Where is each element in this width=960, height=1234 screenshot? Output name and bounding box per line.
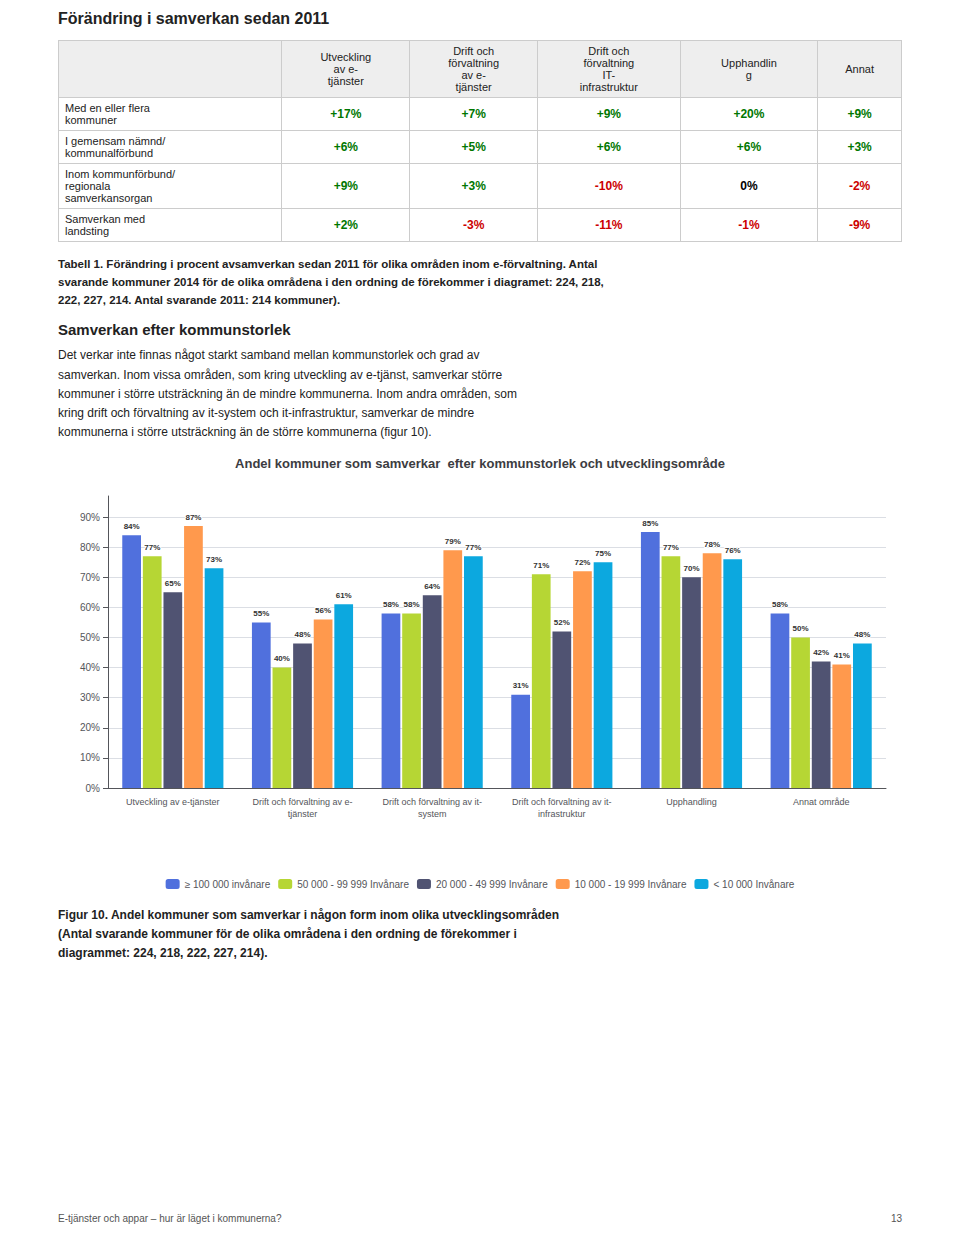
html-text:13: 13 [890,1213,902,1224]
html-text:Figur 10. Andel kommuner som s: Figur 10. Andel kommuner som samverkar i… [58,908,559,960]
html-text:0%: 0% [740,179,758,193]
svg-text:Andel kommuner som samverkar: Andel kommuner som samverkar efter kommu… [235,456,725,471]
html-text:+9%: +9% [847,107,872,121]
html-text:+6%: +6% [596,140,621,154]
svg-text:77%: 77% [663,543,679,552]
html-text:+3%: +3% [847,140,872,154]
svg-text:Drift och förvaltning av e-: Drift och förvaltning av e- [252,797,352,807]
svg-text:31%: 31% [513,682,529,691]
svg-text:tjänster: tjänster [288,809,318,819]
svg-text:61%: 61% [336,591,352,600]
html-text:Drift och förvaltning IT- infr: Drift och förvaltning IT- infrastruktur [579,45,638,93]
svg-text:infrastruktur: infrastruktur [538,809,586,819]
html-text:-9%: -9% [849,218,871,232]
svg-text:10%: 10% [80,753,100,764]
html-text:+6%: +6% [333,140,358,154]
svg-text:50 000 - 99 999 Invånare: 50 000 - 99 999 Invånare [297,879,409,890]
svg-text:58%: 58% [772,600,788,609]
svg-text:58%: 58% [404,600,420,609]
svg-text:55%: 55% [253,609,269,618]
svg-text:30%: 30% [80,693,100,704]
svg-text:10 000 - 19 999 Invånare: 10 000 - 19 999 Invånare [575,879,687,890]
svg-text:64%: 64% [424,582,440,591]
svg-text:Annat område: Annat område [793,797,850,807]
svg-text:system: system [418,809,447,819]
svg-text:Utveckling av e-tjänster: Utveckling av e-tjänster [126,797,220,807]
html-text:-11%: -11% [595,218,623,232]
svg-text:52%: 52% [554,618,570,627]
svg-text:77%: 77% [465,543,481,552]
svg-text:78%: 78% [704,540,720,549]
svg-text:79%: 79% [445,537,461,546]
svg-text:20%: 20% [80,723,100,734]
html-text:Samverkan med landsting: Samverkan med landsting [65,213,146,237]
html-text:+6%: +6% [736,140,762,154]
html-text:Utveckling av e- tjänster: Utveckling av e- tjänster [320,51,372,87]
svg-text:0%: 0% [86,783,101,794]
html-text:+17%: +17% [330,107,362,121]
html-text:E-tjänster och appar – hur är: E-tjänster och appar – hur är läget i ko… [58,1213,282,1224]
svg-text:40%: 40% [80,662,100,673]
svg-text:60%: 60% [80,602,100,613]
html-text:Med en eller flera kommuner: Med en eller flera kommuner [65,102,150,126]
svg-text:72%: 72% [574,558,590,567]
svg-text:50%: 50% [793,624,809,633]
svg-text:71%: 71% [533,561,549,570]
html-text:Annat: Annat [845,63,874,75]
html-text:-1%: -1% [738,218,760,232]
html-text:-3%: -3% [463,218,485,232]
html-text:+9%: +9% [333,179,358,193]
html-text:+9%: +9% [596,107,621,121]
html-text:+2%: +2% [333,218,358,232]
svg-text:Upphandling: Upphandling [666,797,717,807]
svg-text:41%: 41% [834,651,850,660]
html-text:I gemensam nämnd/ kommunalförb: I gemensam nämnd/ kommunalförbund [65,135,166,159]
svg-text:77%: 77% [144,543,160,552]
html-text:Inom kommunförbund/ regionala: Inom kommunförbund/ regionala samverkans… [65,168,176,204]
svg-text:85%: 85% [642,519,658,528]
svg-text:≥ 100 000 invånare: ≥ 100 000 invånare [185,879,271,890]
svg-text:48%: 48% [294,630,310,639]
svg-text:Drift och förvaltning av it-: Drift och förvaltning av it- [512,797,612,807]
html-text:-10%: -10% [594,179,623,193]
svg-text:42%: 42% [813,648,829,657]
html-text:-2%: -2% [849,179,871,193]
html-text:Upphandlin g: Upphandlin g [721,57,777,81]
svg-text:< 10 000 Invånare: < 10 000 Invånare [713,879,794,890]
html-text:Förändring i samverkan sedan 2: Förändring i samverkan sedan 2011 [58,10,330,27]
html-text:Det verkar inte finnas något s: Det verkar inte finnas något starkt samb… [58,348,517,440]
html-text:+3%: +3% [461,179,486,193]
svg-text:50%: 50% [80,632,100,643]
html-text:Drift och förvaltning av e- tj: Drift och förvaltning av e- tjänster [448,45,499,93]
html-text:Samverkan efter kommunstorlek: Samverkan efter kommunstorlek [58,321,291,339]
svg-text:90%: 90% [80,512,100,523]
svg-text:73%: 73% [206,555,222,564]
svg-text:76%: 76% [725,546,741,555]
html-text:+20%: +20% [733,107,765,121]
svg-text:70%: 70% [683,564,699,573]
html-text:+5%: +5% [461,140,486,154]
svg-text:65%: 65% [165,579,181,588]
svg-text:87%: 87% [185,513,201,522]
svg-text:58%: 58% [383,600,399,609]
svg-text:70%: 70% [80,572,100,583]
svg-text:75%: 75% [595,549,611,558]
svg-text:80%: 80% [80,542,100,553]
svg-text:40%: 40% [274,654,290,663]
html-text:+7%: +7% [461,107,486,121]
svg-text:20 000 - 49 999 Invånare: 20 000 - 49 999 Invånare [436,879,548,890]
svg-text:56%: 56% [315,606,331,615]
svg-text:84%: 84% [124,522,140,531]
svg-text:Drift och förvaltning av it-: Drift och förvaltning av it- [382,797,482,807]
svg-text:48%: 48% [854,630,870,639]
html-text:Tabell 1. Förändring i procent: Tabell 1. Förändring i procent avsamverk… [58,258,604,306]
